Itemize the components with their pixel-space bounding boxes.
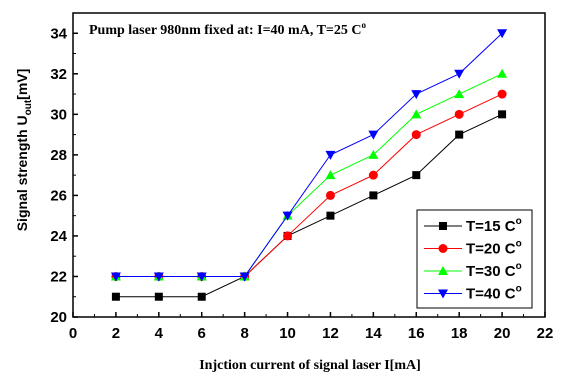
- data-point: [325, 170, 336, 180]
- x-tick-label: 6: [198, 325, 206, 342]
- data-point: [369, 191, 378, 200]
- legend-marker: [438, 244, 448, 253]
- data-point: [153, 272, 164, 282]
- data-point: [497, 68, 508, 78]
- legend-label: T=15 Co: [466, 216, 522, 235]
- legend-item: T=40 Co: [424, 284, 522, 303]
- legend-marker: [438, 289, 448, 299]
- data-point: [325, 190, 335, 200]
- x-tick-label: 4: [155, 325, 164, 342]
- series-4: [110, 29, 508, 282]
- series-line: [115, 32, 503, 277]
- legend-label: T=20 Co: [466, 239, 522, 258]
- data-point: [325, 150, 336, 160]
- legend: T=15 Co T=20 Co T=30 Co T=40 Co: [416, 209, 533, 309]
- data-point: [497, 29, 508, 39]
- x-axis-label: Injction current of signal laser I[mA]: [199, 358, 421, 373]
- data-point: [239, 272, 250, 282]
- data-point: [412, 171, 421, 180]
- data-point: [111, 292, 120, 301]
- chart-annotation: Pump laser 980nm fixed at: I=40 mA, T=25…: [89, 20, 367, 38]
- data-point: [411, 90, 422, 100]
- x-tick-label: 20: [494, 325, 511, 342]
- data-point: [368, 130, 379, 140]
- y-axis-label: Signal strength Uout[mV]: [14, 69, 34, 232]
- y-tick-label: 22: [50, 268, 67, 285]
- data-point: [498, 110, 507, 119]
- x-tick-label: 16: [408, 325, 425, 342]
- x-tick-label: 8: [240, 325, 248, 342]
- x-tick-label: 22: [537, 325, 554, 342]
- x-tick-label: 10: [279, 325, 296, 342]
- data-point: [497, 89, 507, 99]
- x-tick-label: 12: [322, 325, 339, 342]
- data-point: [154, 292, 163, 301]
- legend-item: T=30 Co: [424, 261, 522, 280]
- x-tick-label: 0: [69, 325, 77, 342]
- data-point: [282, 211, 293, 221]
- y-tick-label: 26: [50, 187, 67, 204]
- y-tick-label: 28: [50, 147, 67, 164]
- data-point: [197, 292, 206, 301]
- legend-item: T=15 Co: [424, 216, 522, 235]
- series-line: [115, 113, 503, 298]
- data-point: [196, 272, 207, 282]
- plot-border: [72, 12, 546, 318]
- y-tick-label: 34: [50, 25, 67, 42]
- y-tick-label: 32: [50, 66, 67, 83]
- data-point: [411, 109, 422, 119]
- x-tick-label: 14: [365, 325, 382, 342]
- data-point: [368, 149, 379, 159]
- y-tick-label: 24: [50, 228, 67, 245]
- y-tick-label: 30: [50, 106, 67, 123]
- data-point: [326, 211, 335, 220]
- data-point: [411, 130, 421, 140]
- y-tick-label: 20: [50, 309, 67, 326]
- legend-label: T=40 Co: [466, 284, 522, 303]
- plot-frame: [72, 12, 546, 318]
- data-point: [455, 130, 464, 139]
- data-point: [454, 69, 465, 79]
- data-point: [283, 231, 293, 241]
- x-tick-label: 2: [112, 325, 120, 342]
- plot-area: [110, 29, 508, 301]
- data-point: [368, 170, 378, 180]
- legend-marker: [438, 266, 448, 275]
- x-tick-label: 18: [451, 325, 468, 342]
- data-point: [110, 272, 121, 282]
- data-point: [454, 89, 465, 99]
- data-point: [454, 109, 464, 119]
- legend-item: T=20 Co: [424, 239, 522, 258]
- legend-label: T=30 Co: [466, 261, 522, 280]
- legend-marker: [439, 222, 447, 230]
